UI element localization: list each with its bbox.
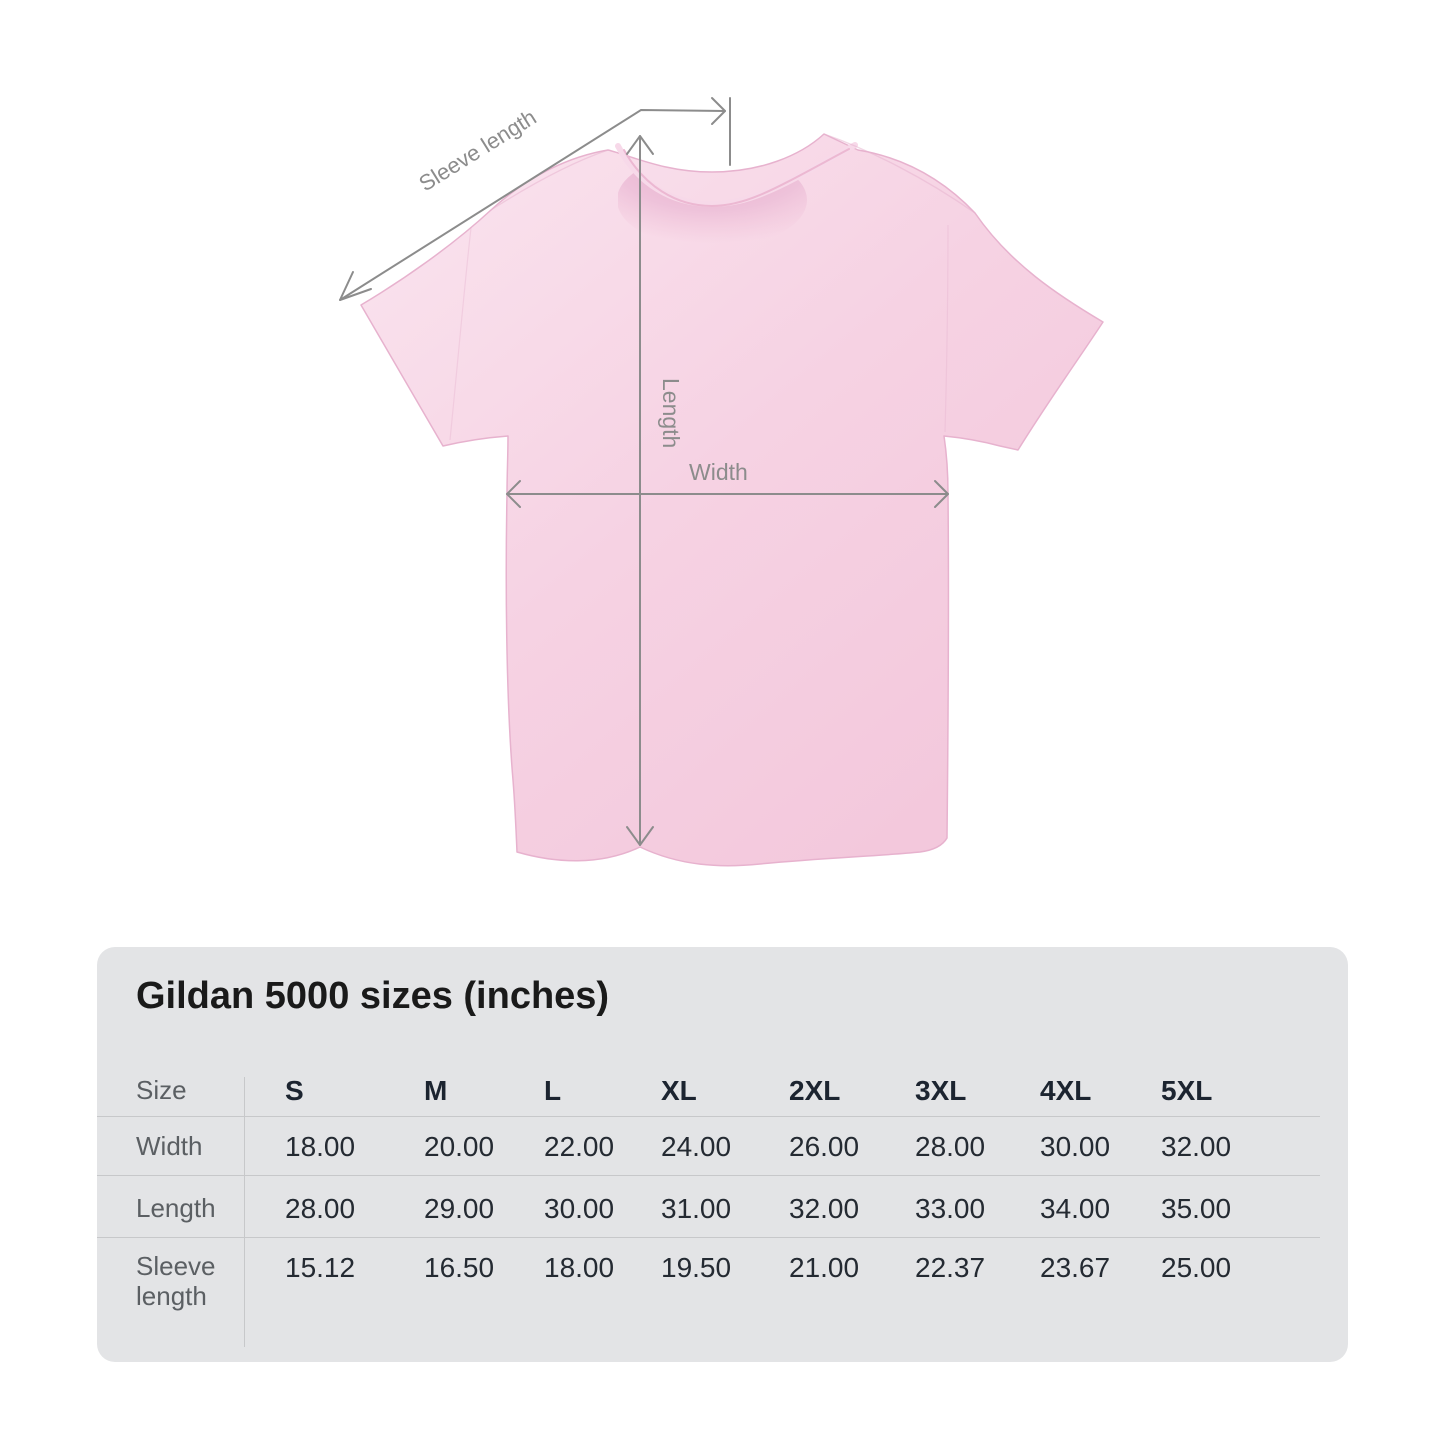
svg-text:Sleeve length: Sleeve length: [414, 104, 540, 196]
svg-text:Length: Length: [658, 378, 684, 448]
svg-text:Width: Width: [689, 459, 748, 485]
